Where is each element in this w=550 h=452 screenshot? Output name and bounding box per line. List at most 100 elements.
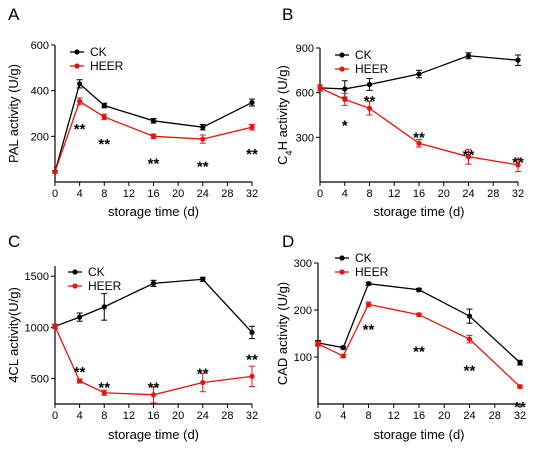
data-point-ck [101,102,107,109]
data-point-heer [466,336,473,342]
data-point-heer [317,85,323,91]
data-point-heer [517,384,523,390]
legend-marker-heer [74,63,80,69]
series-line-heer [54,326,253,396]
y-axis-title-main: C [275,155,290,164]
data-point-ck [200,124,206,130]
data-point-heer [101,390,107,396]
significance-label: ** [197,159,209,176]
x-axis-title: storage time (d) [373,427,464,442]
panel-a: A 0 4 8 12 16 20 24 28 32 200 400 600 storage time (d… [6,5,258,219]
data-point-ck [517,360,523,366]
x-tick-label: 24 [463,410,475,422]
x-tick-label: 20 [438,188,450,200]
data-point-heer [515,162,521,168]
significance-label: ** [98,136,110,153]
data-point-heer [366,105,373,111]
x-tick-label: 8 [366,188,372,200]
data-point-heer [200,136,206,142]
x-axis-title: storage time (d) [108,204,199,219]
y-axis-title: 4CL activity(U/g) [6,287,21,383]
panel-d: D 0 4 8 12 16 20 24 28 32 100 200 300 storage time (d… [275,232,526,442]
significance-label: ** [148,155,160,172]
y-tick-label: 1500 [25,271,49,283]
data-point-heer [101,114,107,120]
x-tick-label: 12 [388,410,400,422]
significance-label: ** [197,365,209,382]
y-tick-label: 200 [294,305,312,317]
legend-label-ck: CK [90,45,107,59]
data-point-heer [340,353,346,359]
series-line-ck [54,82,253,172]
series-line-heer [54,100,253,172]
x-tick-label: 20 [172,188,184,200]
y-tick-label: 900 [296,43,314,55]
series-line-ck [319,55,519,90]
significance-label: ** [413,344,425,361]
legend-label-heer: HEER [355,62,389,76]
x-tick-label: 28 [221,410,233,422]
y-tick-label: 300 [294,258,312,270]
significance-label: * [342,117,348,134]
y-tick-label: 100 [294,352,312,364]
data-point-heer [52,169,58,175]
data-point-ck [515,57,521,63]
data-point-heer [465,154,472,160]
legend-label-heer: HEER [90,59,124,73]
x-tick-label: 16 [413,410,425,422]
y-axis-title-tail: H activity (U/g) [275,65,290,150]
x-tick-label: 24 [462,188,474,200]
data-point-heer [150,133,157,139]
y-tick-label: 500 [31,373,49,385]
data-point-ck [200,276,206,282]
data-point-heer [416,312,422,318]
significance-label: ** [246,351,258,368]
x-axis-title: storage time (d) [373,204,464,219]
data-point-ck [416,71,422,77]
y-axis-title: C4H activity (U/g) [275,65,294,165]
x-tick-label: 0 [317,188,323,200]
x-tick-label: 8 [101,410,107,422]
data-point-heer [249,373,255,379]
x-tick-label: 24 [197,188,209,200]
data-point-heer [77,378,83,384]
data-point-ck [101,304,107,310]
series-line-heer [317,303,521,388]
data-point-ck [77,81,83,87]
data-point-heer [200,379,206,386]
significance-label: ** [413,129,425,146]
x-tick-label: 32 [246,188,258,200]
x-tick-label: 4 [77,410,83,422]
y-axis-title-main: CAD activity (U/g) [275,282,290,385]
significance-label: ** [98,380,110,397]
significance-label: ** [74,364,86,381]
data-point-ck [365,281,372,287]
significance-label: ** [74,121,86,138]
data-point-ck [366,81,373,88]
significance-label: ** [514,399,526,416]
legend-marker-ck [72,269,78,275]
significance-label: ** [148,380,160,397]
x-tick-label: 16 [147,188,159,200]
data-point-ck [77,314,83,320]
x-tick-label: 32 [514,410,526,422]
legend-label-ck: CK [355,251,372,265]
x-tick-label: 12 [388,188,400,200]
significance-label: ** [512,155,524,172]
data-point-heer [365,301,372,307]
x-tick-label: 0 [52,410,58,422]
data-point-heer [52,323,58,329]
x-tick-label: 0 [315,410,321,422]
x-tick-label: 12 [123,410,135,422]
legend-marker-ck [74,49,80,55]
x-axis-title: storage time (d) [108,427,199,442]
x-tick-label: 20 [172,410,184,422]
data-point-ck [150,280,157,286]
legend-marker-ck [339,52,345,58]
data-point-ck [150,118,157,124]
legend-label-heer: HEER [355,265,389,279]
data-point-heer [249,124,255,130]
x-tick-label: 28 [221,188,233,200]
legend-marker-ck [339,255,345,261]
